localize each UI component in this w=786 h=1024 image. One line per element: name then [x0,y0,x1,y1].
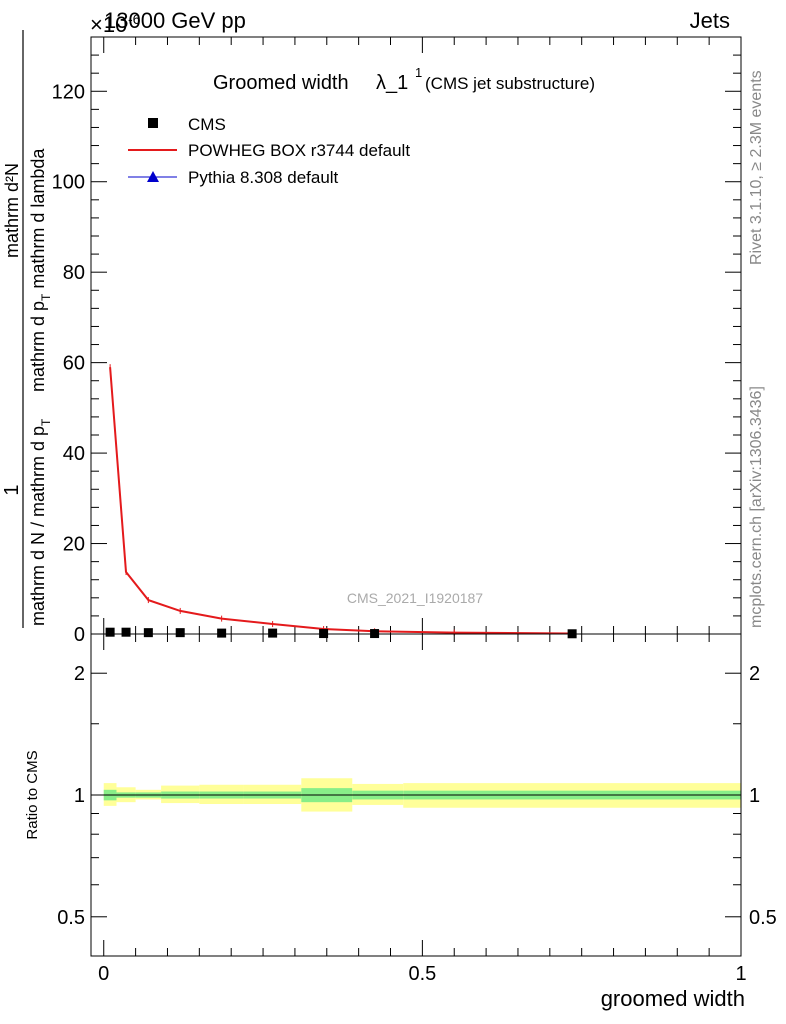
legend-label-cms: CMS [188,115,226,134]
legend: CMS POWHEG BOX r3744 default Pythia 8.30… [128,115,410,187]
chart-title: Groomed width [213,72,349,94]
x-tick-label: 0.5 [408,963,436,985]
main-x-ticks [103,37,742,634]
ratio-x-ticks: 0 0.5 1 [98,634,747,985]
series-point-cms [217,628,227,638]
ratio-y-tick-label-right: 1 [749,785,760,807]
ylabel-main: mathrm d pT mathrm d lambda [28,148,53,392]
ratio-y-tick-label-right: 2 [749,663,760,685]
legend-marker-pythia [147,171,159,182]
main-y-tick-label: 100 [52,172,85,194]
exponent-label: ×10 [90,12,127,37]
ylabel-denominator-left: mathrm d N / mathrm d pT [28,418,53,626]
legend-label-powheg: POWHEG BOX r3744 default [188,141,410,160]
main-y-tick-label: 80 [63,262,85,284]
main-y-tick-label: 120 [52,81,85,103]
main-panel: 0 20 40 60 80 100 120 CMS_2021_I1920187 Groome… [1,30,742,646]
ratio-y-ticks: 0.5 0.5 1 1 2 2 [57,663,777,929]
x-tick-label: 0 [98,963,109,985]
ratio-y-tick-label-right: 0.5 [749,907,777,929]
main-series [105,364,577,639]
exponent-power: -6 [128,11,141,27]
ylabel-top: 1 [1,484,23,495]
process-label: Jets [690,8,730,33]
chart-subtitle: (CMS jet substructure) [425,74,595,93]
ratio-y-tick-label: 1 [74,785,85,807]
rivet-label: Rivet 3.1.10, ≥ 2.3M events [748,70,765,265]
series-point-cms [268,628,278,638]
series-point-cms [143,628,153,638]
series-line-powheg [109,367,573,635]
ratio-y-tick-label: 0.5 [57,907,85,929]
series-point-cms [121,627,131,637]
watermark: CMS_2021_I1920187 [347,590,483,606]
main-y-ticks: 0 20 40 60 80 100 120 [52,36,741,646]
ratio-panel: 0.5 0.51 12 2 0 0.5 1 Ratio to CMS groomed wi… [24,633,777,1011]
energy-label: 13000 GeV pp [104,8,246,33]
legend-label-pythia: Pythia 8.308 default [188,168,339,187]
ratio-y-tick-label: 2 [74,663,85,685]
chart-title-superscript: 1 [415,65,422,80]
legend-marker-cms [148,118,158,128]
main-y-tick-label: 40 [63,443,85,465]
main-y-tick-label: 60 [63,353,85,375]
x-tick-label: 1 [735,963,746,985]
main-y-axis-label: 1 mathrm d N / mathrm d pT mathrm d²N ma… [1,30,53,628]
main-y-tick-label: 0 [74,624,85,646]
ratio-y-axis-label: Ratio to CMS [24,750,41,839]
x-axis-label: groomed width [601,986,745,1011]
mcplots-label: mcplots.cern.ch [arXiv:1306.3436] [748,386,765,628]
main-y-tick-label: 20 [63,534,85,556]
ylabel-numerator: mathrm d²N [2,163,22,258]
series-point-cms [105,627,115,637]
series-point-cms [175,628,185,638]
chart-title-symbol: λ_1 [376,72,408,94]
